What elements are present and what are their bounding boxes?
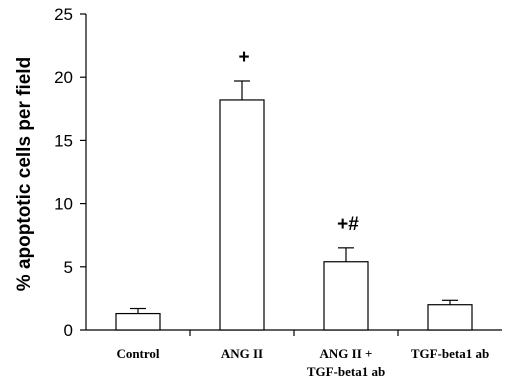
y-tick-label: 15 <box>54 131 73 150</box>
y-tick-label: 0 <box>64 321 73 340</box>
bar <box>219 99 265 331</box>
significance-annotation: +# <box>337 214 359 235</box>
y-tick-label: 20 <box>54 68 73 87</box>
y-axis-label: % apoptotic cells per field <box>14 57 35 291</box>
bar <box>115 312 161 331</box>
x-tick-label: TGF-beta1 ab <box>307 364 385 379</box>
x-tick-label: Control <box>116 346 159 361</box>
significance-annotation: + <box>238 47 249 68</box>
x-tick-label: ANG II <box>221 346 263 361</box>
y-tick-label: 5 <box>64 258 73 277</box>
y-tick-label: 10 <box>54 195 73 214</box>
plot-area: 0 5 10 15 20 25 Control + ANG II +# ANG II + TGF-be… <box>54 5 502 379</box>
bar <box>427 304 473 331</box>
y-tick-label: 25 <box>54 5 73 24</box>
x-tick-label: TGF-beta1 ab <box>411 346 489 361</box>
x-tick-label: ANG II + <box>320 346 373 361</box>
bar <box>323 261 369 331</box>
